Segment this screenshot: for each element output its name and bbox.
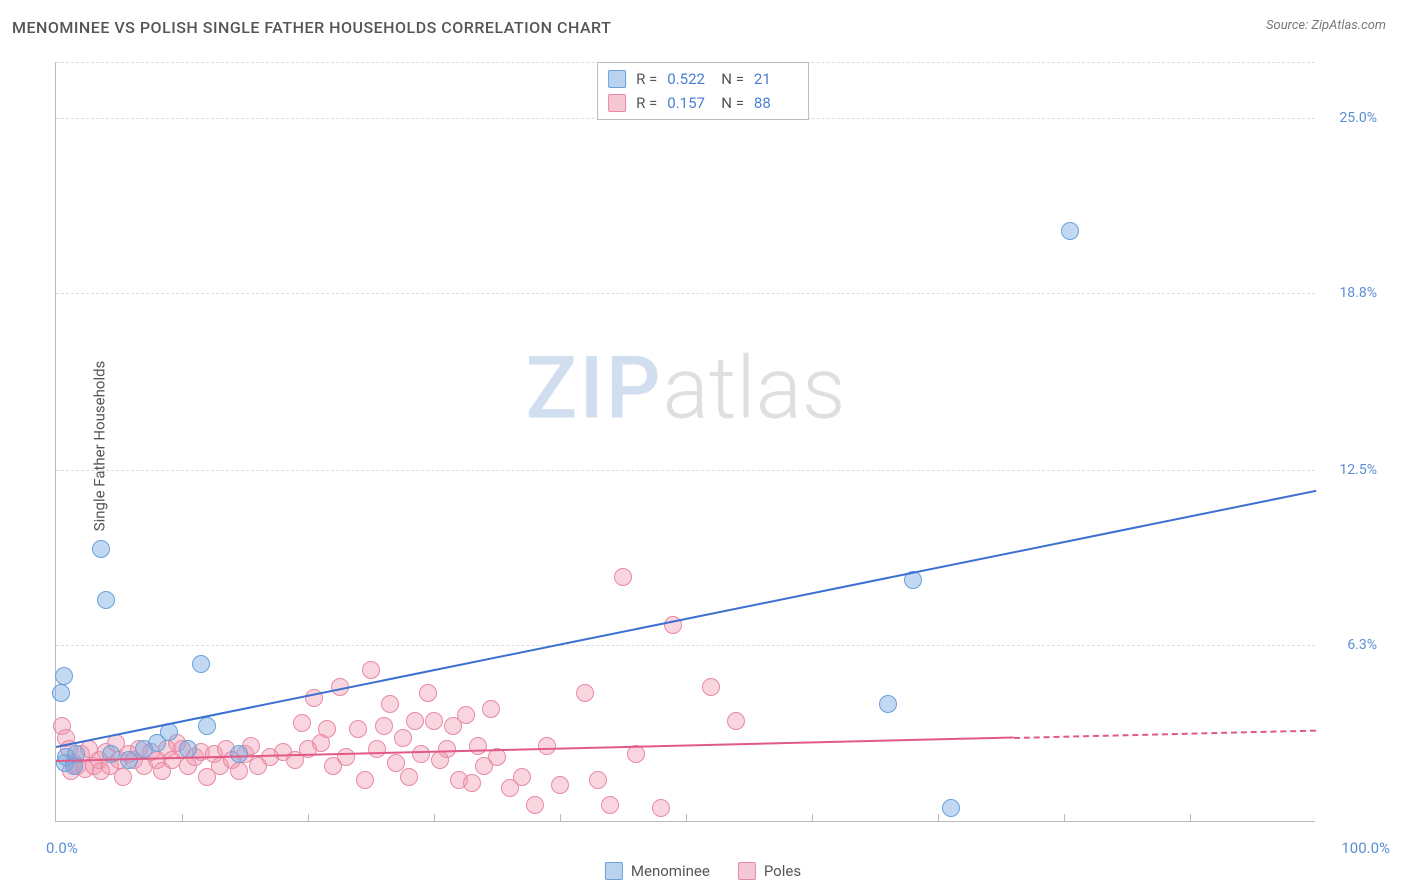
stat-n-label: N =: [721, 91, 744, 115]
poles-point: [349, 720, 367, 738]
stat-n-label: N =: [721, 67, 744, 91]
stat-r-label: R =: [636, 91, 657, 115]
stat-r-value: 0.157: [667, 91, 711, 115]
poles-point: [412, 745, 430, 763]
x-tick: [182, 814, 183, 822]
poles-point: [601, 796, 619, 814]
gridline: [56, 645, 1315, 646]
gridline: [56, 293, 1315, 294]
menominee-point: [942, 799, 960, 817]
poles-point: [368, 740, 386, 758]
legend-swatch: [738, 862, 756, 880]
stats-row: R = 0.522 N = 21: [608, 67, 798, 91]
poles-point: [482, 700, 500, 718]
poles-point: [627, 745, 645, 763]
x-tick: [938, 814, 939, 822]
poles-point: [375, 717, 393, 735]
poles-point: [551, 776, 569, 794]
legend-swatch: [605, 862, 623, 880]
menominee-point: [97, 591, 115, 609]
menominee-point: [55, 667, 73, 685]
y-tick-label: 6.3%: [1347, 637, 1377, 653]
x-tick: [434, 814, 435, 822]
poles-point: [318, 720, 336, 738]
chart-title: MENOMINEE VS POLISH SINGLE FATHER HOUSEH…: [12, 18, 611, 37]
legend-item: Menominee: [605, 862, 710, 880]
x-axis-max-label: 100.0%: [1341, 839, 1390, 857]
menominee-point: [92, 540, 110, 558]
menominee-point: [52, 684, 70, 702]
poles-point: [469, 737, 487, 755]
poles-point: [652, 799, 670, 817]
y-tick-label: 25.0%: [1339, 110, 1377, 126]
poles-point: [293, 714, 311, 732]
poles-point: [400, 768, 418, 786]
poles-point: [457, 706, 475, 724]
stats-box: R = 0.522 N = 21 R = 0.157 N = 88: [597, 62, 809, 120]
source-label: Source: ZipAtlas.com: [1266, 18, 1386, 33]
stat-r-value: 0.522: [667, 67, 711, 91]
y-tick-label: 18.8%: [1339, 285, 1377, 301]
poles-point: [526, 796, 544, 814]
poles-point: [419, 684, 437, 702]
poles-point: [381, 695, 399, 713]
poles-point: [576, 684, 594, 702]
legend-item: Poles: [738, 862, 801, 880]
plot-area: ZIPatlas 6.3%12.5%18.8%25.0%0.0%100.0%: [55, 62, 1315, 822]
x-tick: [308, 814, 309, 822]
x-tick: [1064, 814, 1065, 822]
poles-point: [614, 568, 632, 586]
stat-n-value: 88: [754, 91, 798, 115]
trend-line: [1014, 729, 1316, 738]
watermark-atlas: atlas: [663, 338, 846, 439]
poles-point: [727, 712, 745, 730]
poles-point: [463, 774, 481, 792]
watermark-zip: ZIP: [526, 338, 663, 439]
gridline: [56, 470, 1315, 471]
poles-point: [356, 771, 374, 789]
x-tick: [812, 814, 813, 822]
poles-point: [406, 712, 424, 730]
menominee-point: [198, 717, 216, 735]
poles-point: [230, 762, 248, 780]
poles-point: [394, 729, 412, 747]
menominee-point: [879, 695, 897, 713]
chart-container: MENOMINEE VS POLISH SINGLE FATHER HOUSEH…: [0, 0, 1406, 892]
watermark: ZIPatlas: [526, 338, 846, 439]
series-swatch: [608, 70, 626, 88]
menominee-point: [179, 740, 197, 758]
legend: Menominee Poles: [605, 862, 801, 880]
poles-point: [114, 768, 132, 786]
poles-point: [362, 661, 380, 679]
poles-point: [589, 771, 607, 789]
legend-label: Poles: [764, 862, 801, 880]
x-tick: [560, 814, 561, 822]
legend-label: Menominee: [631, 862, 710, 880]
poles-point: [337, 748, 355, 766]
poles-point: [702, 678, 720, 696]
poles-point: [538, 737, 556, 755]
stat-r-label: R =: [636, 67, 657, 91]
stats-row: R = 0.157 N = 88: [608, 91, 798, 115]
menominee-point: [1061, 222, 1079, 240]
x-tick: [686, 814, 687, 822]
poles-point: [425, 712, 443, 730]
x-tick: [1190, 814, 1191, 822]
poles-point: [438, 740, 456, 758]
y-tick-label: 12.5%: [1339, 462, 1377, 478]
poles-point: [513, 768, 531, 786]
trend-line: [56, 490, 1316, 748]
series-swatch: [608, 94, 626, 112]
stat-n-value: 21: [754, 67, 798, 91]
menominee-point: [192, 655, 210, 673]
x-axis-min-label: 0.0%: [46, 839, 78, 857]
